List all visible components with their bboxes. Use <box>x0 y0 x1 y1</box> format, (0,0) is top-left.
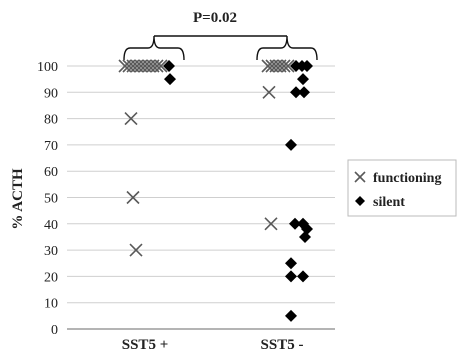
y-axis-label: % ACTH <box>10 168 26 230</box>
y-tick-60: 60 <box>44 165 58 180</box>
silent-point-10 <box>289 217 301 230</box>
brace-sst5-plus <box>123 35 185 61</box>
gridlines <box>67 65 335 304</box>
category-label-1: SST5 + <box>122 337 169 353</box>
functioning-point-13 <box>129 243 143 257</box>
y-tick-20: 20 <box>44 270 58 285</box>
silent-point-13 <box>299 230 311 243</box>
y-tick-80: 80 <box>44 113 58 128</box>
silent-point-17 <box>285 309 297 322</box>
silent-point-2 <box>164 73 176 86</box>
legend-marker-functioning <box>354 171 366 183</box>
silent-point-6 <box>297 73 309 86</box>
functioning-point-19 <box>281 59 295 73</box>
y-tick-10: 10 <box>44 297 58 312</box>
y-tick-70: 70 <box>44 139 58 154</box>
functioning-point-11 <box>124 112 138 126</box>
silent-point-1 <box>163 60 175 72</box>
functioning-point-9 <box>150 59 164 73</box>
y-tick-0: 0 <box>51 323 58 338</box>
significance-bracket <box>123 35 318 61</box>
category-label-2: SST5 - <box>261 337 304 353</box>
p-value-annotation: P=0.02 <box>193 10 237 26</box>
brace-sst5-minus <box>256 35 318 61</box>
silent-point-5 <box>301 60 313 72</box>
functioning-point-12 <box>126 190 140 205</box>
functioning-point-21 <box>264 217 278 231</box>
silent-point-14 <box>285 257 297 270</box>
category-labels: SST5 + SST5 - <box>122 337 304 353</box>
y-tick-50: 50 <box>44 192 58 207</box>
legend-box <box>347 159 457 217</box>
y-tick-100: 100 <box>37 60 58 75</box>
y-tick-30: 30 <box>44 244 58 259</box>
silent-point-8 <box>298 86 310 99</box>
functioning-point-18 <box>277 59 291 73</box>
silent-point-7 <box>290 86 302 99</box>
legend-label-functioning: functioning <box>373 171 441 186</box>
silent-point-15 <box>285 270 297 283</box>
data-points <box>118 59 313 322</box>
silent-point-16 <box>297 270 309 283</box>
silent-point-9 <box>285 138 297 151</box>
functioning-point-20 <box>262 85 276 99</box>
y-tick-40: 40 <box>44 218 58 233</box>
legend: functioning silent <box>347 159 457 217</box>
y-tick-labels: 0 10 20 30 40 50 60 70 80 90 100 <box>37 60 58 338</box>
functioning-point-10 <box>154 59 168 73</box>
y-tick-90: 90 <box>44 86 58 101</box>
legend-marker-silent <box>355 196 365 206</box>
legend-label-silent: silent <box>373 195 405 210</box>
